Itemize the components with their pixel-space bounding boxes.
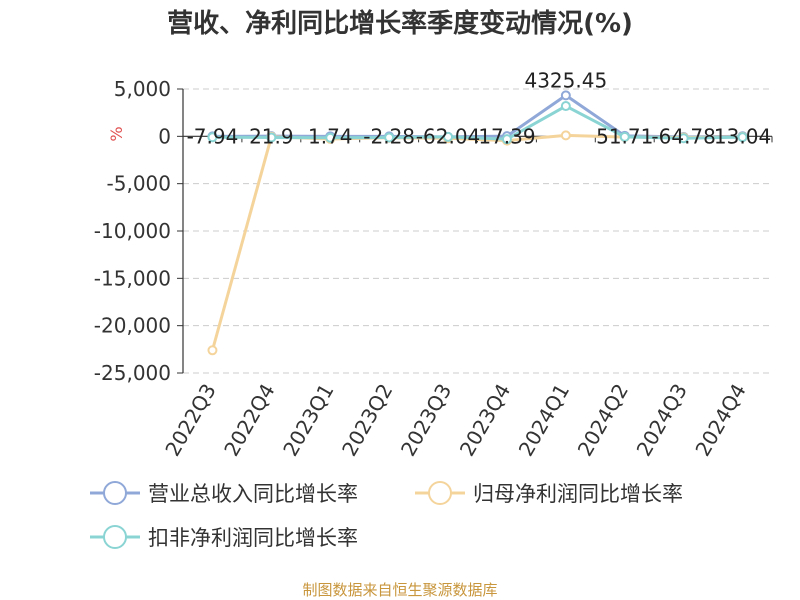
data-label: -64.78 xyxy=(651,124,715,148)
x-tick-label: 2023Q2 xyxy=(337,380,397,461)
data-point xyxy=(207,132,218,143)
data-label: -7.94 xyxy=(187,124,239,148)
data-point xyxy=(619,131,630,142)
data-label: -62.04 xyxy=(416,124,480,148)
legend-item-1[interactable]: 归母净利润同比增长率 xyxy=(415,481,683,506)
legend-label: 扣非净利润同比增长率 xyxy=(148,526,358,550)
data-point xyxy=(384,132,395,143)
y-tick-label: 0 xyxy=(158,124,171,148)
data-label: 4325.45 xyxy=(524,68,607,92)
y-axis-unit-label: % xyxy=(107,126,126,141)
x-tick-label: 2024Q2 xyxy=(573,380,633,461)
y-tick-label: -25,000 xyxy=(94,361,171,385)
y-tick-label: -20,000 xyxy=(94,314,171,338)
data-label: 17.39 xyxy=(478,124,535,148)
data-point xyxy=(501,134,512,145)
chart-title: 营收、净利同比增长率季度变动情况(%) xyxy=(167,8,633,39)
series-line-1 xyxy=(211,133,743,351)
legend-marker xyxy=(103,525,127,549)
x-tick-label: 2023Q3 xyxy=(396,380,456,461)
data-point xyxy=(266,132,277,143)
data-point xyxy=(560,130,571,141)
y-tick-label: 5,000 xyxy=(114,77,171,101)
x-tick-label: 2024Q1 xyxy=(514,380,574,461)
data-point xyxy=(325,132,336,143)
x-tick-label: 2024Q3 xyxy=(632,380,692,461)
data-label: 13.04 xyxy=(714,124,771,148)
x-tick-label: 2024Q4 xyxy=(690,380,750,461)
data-point xyxy=(560,101,571,112)
legend-marker xyxy=(103,481,127,505)
grid-layer xyxy=(183,88,772,374)
y-tick-label: -10,000 xyxy=(94,219,171,243)
x-tick-label: 2022Q4 xyxy=(219,380,279,461)
legend-label: 营业总收入同比增长率 xyxy=(148,482,358,506)
x-tick-label: 2022Q3 xyxy=(160,380,220,461)
legend-label: 归母净利润同比增长率 xyxy=(473,482,683,506)
data-point xyxy=(737,132,748,143)
data-point xyxy=(560,90,571,101)
data-point xyxy=(443,131,454,142)
x-tick-label: 2023Q1 xyxy=(278,380,338,461)
data-label: -2.28 xyxy=(363,124,415,148)
y-tick-label: -15,000 xyxy=(94,266,171,290)
data-point xyxy=(678,133,689,144)
series-layer xyxy=(207,90,748,356)
legend-item-0[interactable]: 营业总收入同比增长率 xyxy=(90,481,358,506)
data-point xyxy=(207,345,218,356)
x-tick-label: 2023Q4 xyxy=(455,380,515,461)
data-label: 51.71 xyxy=(596,124,653,148)
data-label: 21.9 xyxy=(249,124,294,148)
legend-marker xyxy=(428,481,452,505)
data-label: 1.74 xyxy=(308,124,353,148)
source-note: 制图数据来自恒生聚源数据库 xyxy=(302,581,497,599)
series-line-2 xyxy=(212,104,743,141)
y-tick-label: -5,000 xyxy=(107,172,171,196)
legend-item-2[interactable]: 扣非净利润同比增长率 xyxy=(90,525,358,550)
